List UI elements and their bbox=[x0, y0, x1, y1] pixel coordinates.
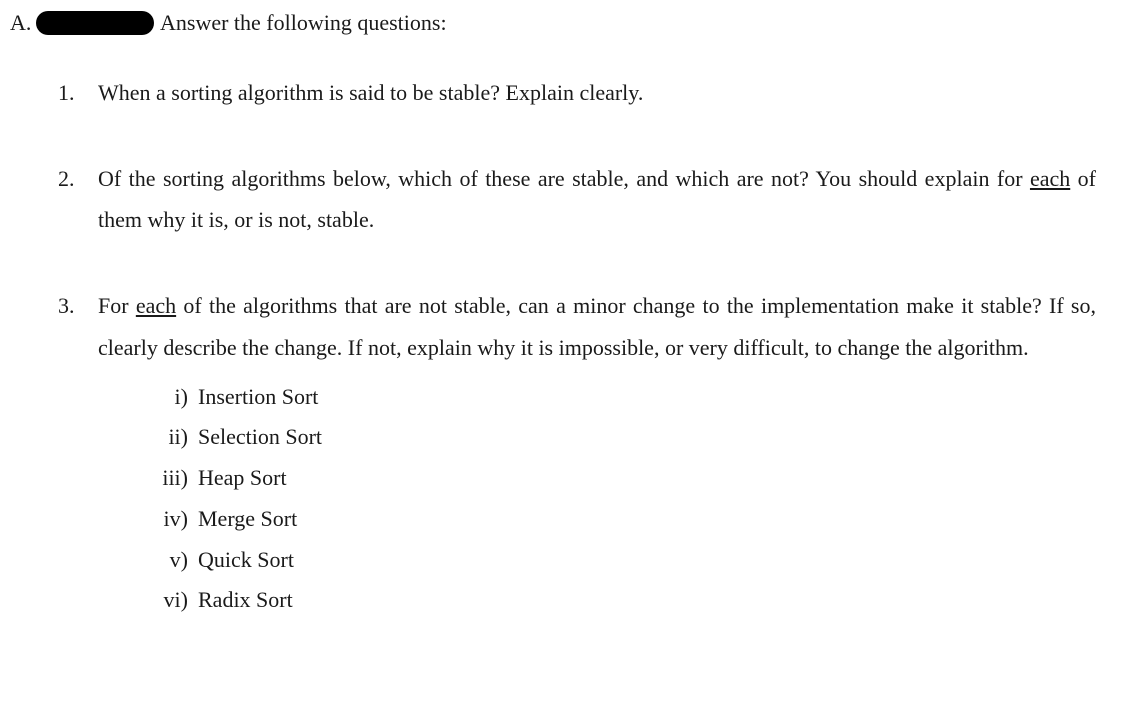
question-2: 2. Of the sorting algorithms below, whic… bbox=[58, 158, 1096, 242]
question-number: 2. bbox=[58, 158, 75, 200]
roman-numeral: iii) bbox=[154, 458, 188, 499]
algorithm-name: Radix Sort bbox=[198, 587, 293, 612]
roman-numeral: iv) bbox=[154, 499, 188, 540]
question-3: 3. For each of the algorithms that are n… bbox=[58, 285, 1096, 621]
roman-numeral: ii) bbox=[154, 417, 188, 458]
question-text-pre: For bbox=[98, 293, 136, 318]
question-number: 3. bbox=[58, 285, 75, 327]
question-text-pre: Of the sorting algorithms below, which o… bbox=[98, 166, 1030, 191]
question-text-post: of the algorithms that are not stable, c… bbox=[98, 293, 1096, 360]
question-text: When a sorting algorithm is said to be s… bbox=[98, 80, 643, 105]
page: A. Answer the following questions: 1. Wh… bbox=[0, 0, 1124, 621]
question-number: 1. bbox=[58, 72, 75, 114]
algorithm-name: Merge Sort bbox=[198, 506, 297, 531]
roman-numeral: v) bbox=[154, 540, 188, 581]
algorithm-list: i) Insertion Sort ii) Selection Sort iii… bbox=[154, 377, 1096, 621]
redacted-block bbox=[36, 11, 154, 35]
underlined-word: each bbox=[1030, 166, 1070, 191]
algorithm-item: vi) Radix Sort bbox=[154, 580, 1096, 621]
algorithm-item: iii) Heap Sort bbox=[154, 458, 1096, 499]
algorithm-item: v) Quick Sort bbox=[154, 540, 1096, 581]
question-list: 1. When a sorting algorithm is said to b… bbox=[58, 72, 1096, 621]
algorithm-name: Quick Sort bbox=[198, 547, 294, 572]
algorithm-name: Heap Sort bbox=[198, 465, 287, 490]
algorithm-item: iv) Merge Sort bbox=[154, 499, 1096, 540]
section-letter: A. bbox=[10, 2, 34, 44]
algorithm-name: Insertion Sort bbox=[198, 384, 318, 409]
algorithm-item: ii) Selection Sort bbox=[154, 417, 1096, 458]
algorithm-item: i) Insertion Sort bbox=[154, 377, 1096, 418]
header-text: Answer the following questions: bbox=[160, 2, 447, 44]
roman-numeral: vi) bbox=[154, 580, 188, 621]
underlined-word: each bbox=[136, 293, 176, 318]
algorithm-name: Selection Sort bbox=[198, 424, 322, 449]
section-header: A. Answer the following questions: bbox=[10, 2, 1096, 44]
question-1: 1. When a sorting algorithm is said to b… bbox=[58, 72, 1096, 114]
roman-numeral: i) bbox=[154, 377, 188, 418]
